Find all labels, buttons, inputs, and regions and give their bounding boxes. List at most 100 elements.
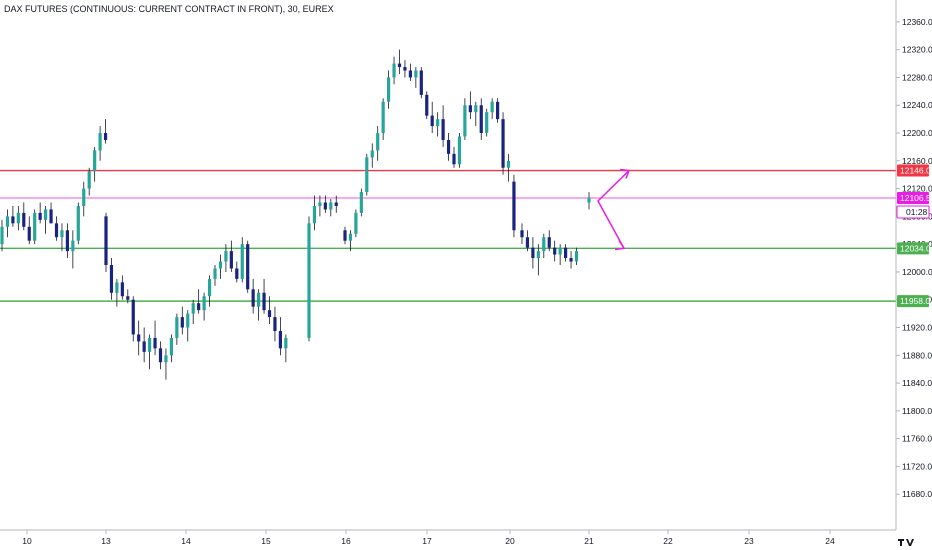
candle-body: [323, 202, 327, 210]
candle-body: [474, 105, 478, 113]
y-tick-label: 12280.0: [902, 72, 932, 82]
x-tick-label: 14: [181, 536, 191, 546]
x-tick-label: 13: [101, 536, 111, 546]
candle-body: [318, 202, 322, 206]
candle-body: [87, 171, 91, 189]
candle-body: [191, 303, 195, 314]
candle-body: [82, 188, 86, 206]
candle-body: [54, 223, 59, 238]
candle-body: [425, 94, 429, 116]
candle-body: [496, 101, 500, 120]
candle-body: [153, 337, 157, 349]
countdown-tag: 01:28: [906, 207, 928, 217]
candle-body: [564, 247, 568, 259]
candle-body: [164, 355, 168, 363]
candle-body: [175, 317, 179, 338]
candle-body: [60, 230, 64, 238]
candle-body: [501, 119, 505, 168]
candle-body: [531, 247, 535, 259]
candle-body: [359, 192, 363, 213]
level-price-tag-bg: [897, 164, 929, 177]
x-tick-label: 23: [744, 536, 754, 546]
candle-body: [329, 202, 333, 210]
candle-body: [33, 212, 37, 241]
x-tick-label: 16: [341, 536, 351, 546]
x-tick-label: 22: [663, 536, 673, 546]
candle-body: [463, 105, 467, 137]
candle-body: [392, 63, 396, 78]
y-tick-label: 11680.0: [902, 489, 932, 499]
y-tick-label: 12360.0: [902, 17, 932, 27]
level-price-tag: 11958.0: [900, 296, 930, 306]
candle-body: [126, 296, 130, 300]
candle-body: [202, 296, 206, 311]
chart-title: DAX FUTURES (CONTINUOUS: CURRENT CONTRAC…: [4, 4, 334, 14]
candle-body: [71, 240, 75, 252]
candle-body: [207, 278, 212, 297]
candle-body: [16, 212, 20, 224]
y-tick-label: 11800.0: [902, 406, 932, 416]
level-price-tag-bg: [897, 242, 929, 255]
level-price-tag-bg: [897, 295, 929, 308]
candle-body: [27, 226, 31, 241]
arrow-head-up-icon: [619, 168, 631, 179]
candle-body: [354, 212, 358, 234]
candle-body: [457, 136, 462, 165]
candle-body: [218, 261, 223, 269]
candle-body: [441, 119, 445, 140]
candle-body: [44, 209, 48, 220]
candle-body: [520, 230, 524, 238]
candle-body: [343, 230, 347, 241]
last-price-tag-bg: [897, 191, 929, 204]
candle-body: [525, 237, 530, 248]
candle-body: [257, 292, 261, 307]
candle-body: [22, 212, 26, 227]
x-tick-label: 21: [584, 536, 594, 546]
candle-body: [104, 216, 108, 265]
candle-body: [240, 244, 244, 279]
x-tick-label: 20: [505, 536, 515, 546]
candle-body: [267, 310, 272, 318]
candle-body: [284, 337, 288, 349]
candle-body: [180, 317, 184, 328]
candle-body: [307, 223, 311, 338]
candle-body: [468, 105, 472, 113]
candle-body: [436, 119, 440, 127]
candle-body: [251, 289, 255, 307]
candle-body: [558, 247, 562, 255]
y-tick-label: 11920.0: [902, 323, 932, 333]
y-tick-label: 12240.0: [902, 100, 932, 110]
candle-body: [224, 251, 228, 262]
level-price-tag: 12146.0: [900, 166, 931, 176]
y-tick-label: 12160.0: [902, 156, 932, 166]
candle-body: [542, 237, 546, 252]
x-tick-label: 24: [825, 536, 835, 546]
candle-body: [574, 251, 579, 262]
candle-body: [370, 150, 374, 158]
candle-body: [381, 101, 385, 134]
candle-body: [131, 299, 135, 335]
level-price-tag: 12034.0: [900, 243, 931, 253]
candle-body: [376, 133, 380, 151]
projection-arrow-lines[interactable]: [597, 169, 630, 249]
candle-body: [547, 237, 551, 248]
candle-body: [197, 303, 201, 311]
y-tick-label: 11760.0: [902, 434, 932, 444]
candle-body: [186, 313, 190, 328]
candle-body: [569, 258, 573, 262]
candle-body: [512, 181, 516, 231]
candle-body: [419, 70, 423, 95]
candle-body: [452, 153, 456, 165]
candle-body: [506, 160, 511, 168]
candle-body: [387, 77, 391, 102]
candle-body: [169, 337, 173, 356]
candle-body: [0, 226, 4, 245]
y-tick-label: 11840.0: [902, 378, 932, 388]
candle-body: [273, 317, 277, 331]
x-tick-label: 10: [22, 536, 32, 546]
candle-body: [158, 348, 163, 363]
countdown-tag-bg: [896, 205, 930, 219]
candle-body: [137, 334, 141, 342]
y-tick-label: 12320.0: [902, 45, 932, 55]
